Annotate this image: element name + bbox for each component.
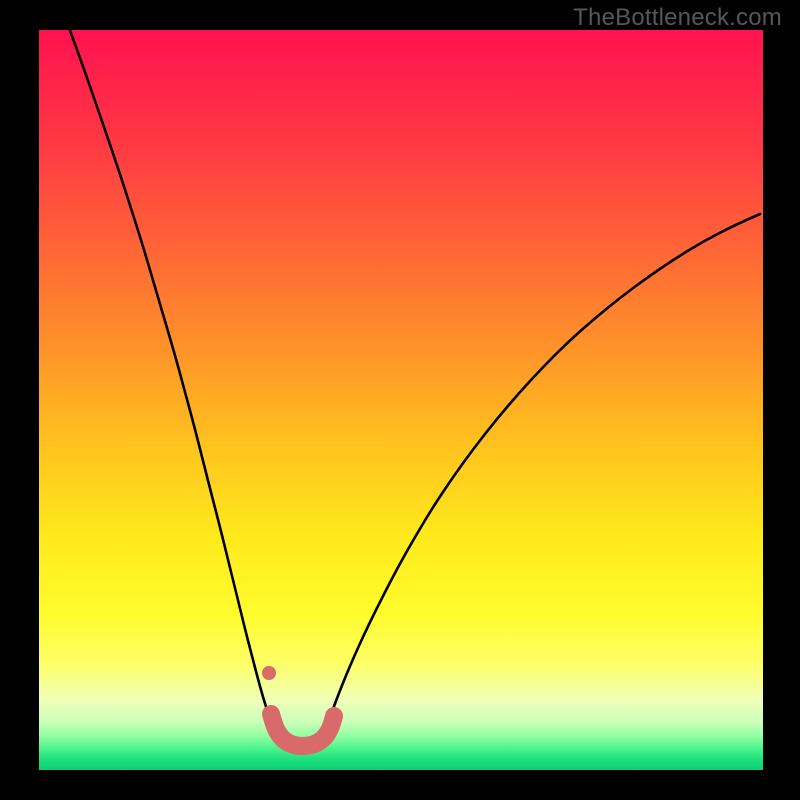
optimal-range-band [271, 714, 334, 746]
chart-overlay-svg [0, 0, 800, 800]
bottleneck-curve-left [65, 17, 270, 719]
marker-dot [262, 666, 276, 680]
bottleneck-curve-right [329, 214, 760, 720]
